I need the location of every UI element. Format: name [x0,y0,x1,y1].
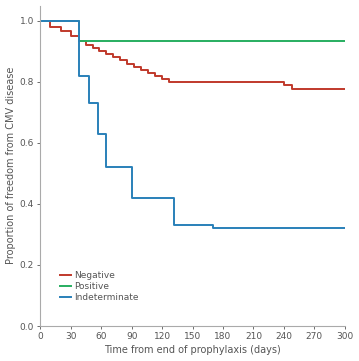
Positive [38,19,42,23]
Negative [69,29,73,34]
Negative [290,87,294,92]
Negative [131,61,136,66]
Indeterminate [211,226,215,231]
Negative [125,61,129,66]
Negative [146,70,150,75]
Positive [342,39,347,43]
Positive [69,19,73,23]
Indeterminate [172,223,177,227]
Negative [282,80,286,84]
Negative [38,19,42,23]
Negative [91,46,95,51]
Negative [91,43,95,47]
Negative [139,64,143,69]
Negative [221,80,225,84]
Indeterminate [69,19,73,23]
Negative [167,77,171,81]
Negative [342,87,347,92]
Line: Indeterminate: Indeterminate [40,21,345,229]
Negative [131,64,136,69]
Negative [77,39,81,43]
Indeterminate [69,19,73,23]
Indeterminate [87,74,91,78]
Positive [77,19,81,23]
Negative [104,49,108,53]
Line: Positive: Positive [40,21,345,41]
Negative [111,52,116,57]
Negative [84,43,88,47]
Negative [59,29,63,34]
Indeterminate [104,131,108,136]
Indeterminate [96,101,101,105]
Negative [104,52,108,57]
Negative [160,74,164,78]
Positive [69,19,73,23]
Indeterminate [104,165,108,169]
Negative [174,80,178,84]
Negative [48,19,53,23]
Negative [290,83,294,87]
Positive [342,39,347,43]
Negative [48,25,53,29]
Negative [139,68,143,72]
Negative [167,80,171,84]
Indeterminate [130,196,134,200]
Negative [97,46,101,51]
Negative [69,34,73,38]
Negative [125,58,129,63]
Negative [59,25,63,29]
Negative [84,39,88,43]
Indeterminate [130,165,134,169]
Indeterminate [77,19,81,23]
Indeterminate [342,226,347,231]
Negative [160,77,164,81]
Indeterminate [96,131,101,136]
Indeterminate [211,223,215,227]
Positive [77,39,81,43]
Legend: Negative, Positive, Indeterminate: Negative, Positive, Indeterminate [60,271,139,302]
Indeterminate [38,19,42,23]
Indeterminate [87,101,91,105]
Indeterminate [172,196,177,200]
Indeterminate [77,74,81,78]
Negative [111,55,116,60]
Negative [174,80,178,84]
Negative [282,83,286,87]
Negative [117,58,122,63]
Negative [342,87,347,92]
X-axis label: Time from end of prophylaxis (days): Time from end of prophylaxis (days) [104,345,281,356]
Indeterminate [342,226,347,231]
Negative [153,70,157,75]
Line: Negative: Negative [40,21,345,90]
Negative [221,80,225,84]
Negative [153,74,157,78]
Negative [97,49,101,53]
Negative [146,68,150,72]
Y-axis label: Proportion of freedom from CMV disease: Proportion of freedom from CMV disease [5,67,15,265]
Negative [77,34,81,38]
Negative [117,55,122,60]
